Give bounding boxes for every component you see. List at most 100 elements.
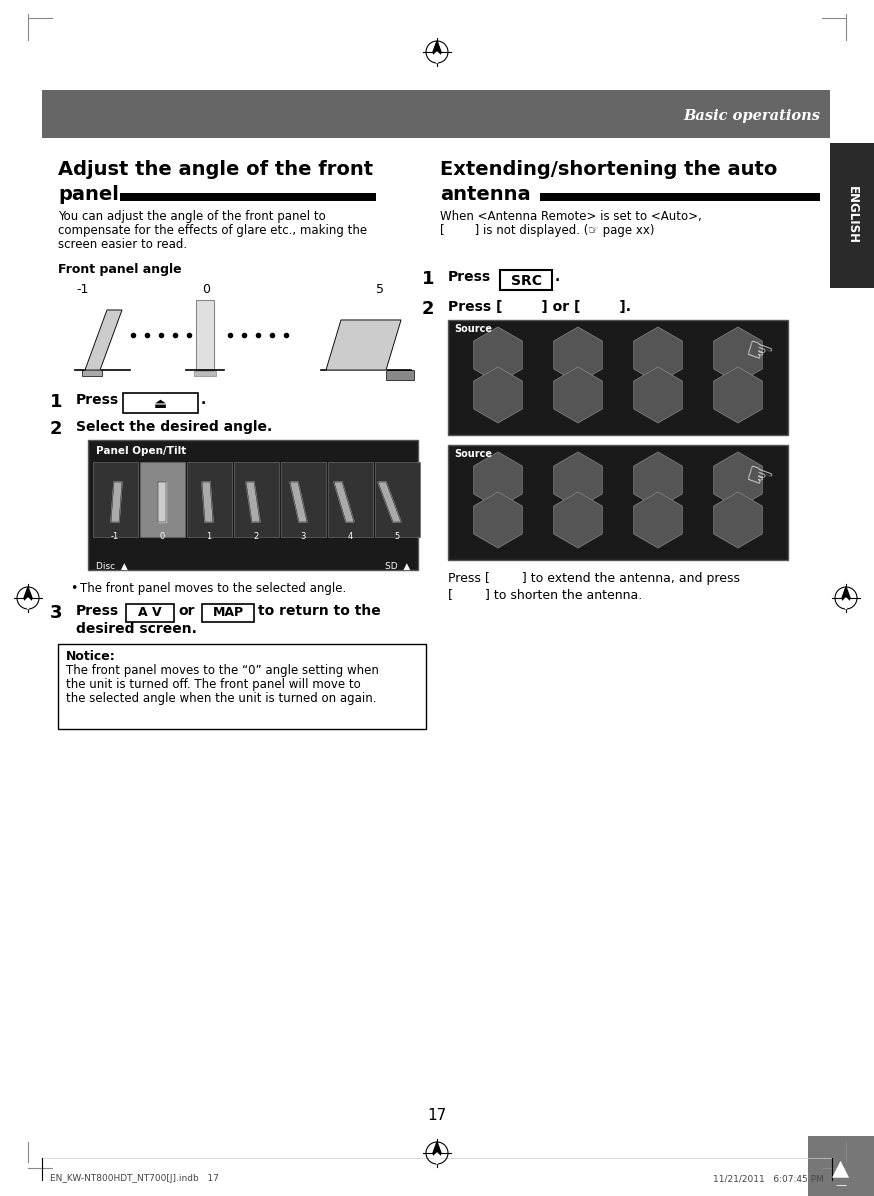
- Text: 1: 1: [50, 393, 63, 411]
- Text: [        ] is not displayed. (☞ page xx): [ ] is not displayed. (☞ page xx): [440, 224, 655, 237]
- Bar: [187, 462, 232, 537]
- Text: Press: Press: [76, 604, 119, 618]
- Text: desired screen.: desired screen.: [76, 622, 197, 636]
- Text: ☞: ☞: [740, 335, 776, 372]
- Text: When <Antenna Remote> is set to <Auto>,: When <Antenna Remote> is set to <Auto>,: [440, 210, 702, 222]
- Text: the unit is turned off. The front panel will move to: the unit is turned off. The front panel …: [66, 678, 361, 691]
- Text: Extending/shortening the auto: Extending/shortening the auto: [440, 160, 777, 179]
- Text: panel: panel: [58, 185, 119, 205]
- Bar: [328, 462, 373, 537]
- Bar: [540, 193, 820, 201]
- Text: 0: 0: [202, 283, 210, 295]
- Text: Press [        ] or [        ].: Press [ ] or [ ].: [448, 300, 631, 315]
- Text: .: .: [555, 270, 560, 283]
- Text: Front panel angle: Front panel angle: [58, 263, 182, 276]
- Text: SRC: SRC: [510, 274, 542, 288]
- Bar: [42, 90, 830, 138]
- Bar: [234, 462, 279, 537]
- Text: -1: -1: [111, 532, 119, 541]
- Text: -1: -1: [76, 283, 88, 295]
- Text: ⏏: ⏏: [154, 397, 167, 411]
- Polygon shape: [85, 310, 122, 370]
- Text: A V: A V: [138, 606, 162, 620]
- Text: 1: 1: [206, 532, 212, 541]
- Bar: [126, 604, 174, 622]
- Bar: [123, 393, 198, 413]
- Text: SD  ▲: SD ▲: [385, 562, 410, 570]
- Bar: [808, 1136, 874, 1196]
- Text: —: —: [836, 1180, 847, 1190]
- Text: 3: 3: [50, 604, 63, 622]
- Bar: [120, 193, 376, 201]
- Text: 5: 5: [376, 283, 384, 295]
- Bar: [58, 643, 426, 730]
- Polygon shape: [158, 482, 166, 521]
- Bar: [194, 371, 216, 376]
- Text: Disc  ▲: Disc ▲: [96, 562, 128, 570]
- Polygon shape: [433, 1142, 441, 1164]
- Polygon shape: [842, 587, 850, 609]
- Bar: [88, 440, 418, 570]
- Text: 2: 2: [253, 532, 259, 541]
- Text: antenna: antenna: [440, 185, 531, 205]
- Text: 11/21/2011   6:07:45 PM: 11/21/2011 6:07:45 PM: [713, 1174, 824, 1183]
- Bar: [140, 462, 185, 537]
- Polygon shape: [433, 41, 441, 63]
- Polygon shape: [334, 482, 354, 521]
- Text: Panel Open/Tilt: Panel Open/Tilt: [96, 446, 186, 456]
- Text: Select the desired angle.: Select the desired angle.: [76, 420, 272, 434]
- Text: [        ] to shorten the antenna.: [ ] to shorten the antenna.: [448, 588, 642, 602]
- Bar: [196, 300, 214, 370]
- Text: •: •: [70, 582, 78, 594]
- Bar: [93, 462, 138, 537]
- Polygon shape: [24, 587, 32, 609]
- Text: screen easier to read.: screen easier to read.: [58, 238, 187, 251]
- Text: EN_KW-NT800HDT_NT700[J].indb   17: EN_KW-NT800HDT_NT700[J].indb 17: [50, 1174, 219, 1183]
- Text: Source: Source: [454, 324, 492, 334]
- Text: or: or: [178, 604, 195, 618]
- Polygon shape: [378, 482, 401, 521]
- Polygon shape: [290, 482, 307, 521]
- Text: 4: 4: [347, 532, 352, 541]
- Text: 17: 17: [427, 1107, 447, 1123]
- Text: ☞: ☞: [740, 460, 776, 496]
- Text: Notice:: Notice:: [66, 649, 115, 663]
- Polygon shape: [433, 51, 441, 63]
- Text: 1: 1: [422, 270, 434, 288]
- Bar: [202, 604, 254, 622]
- Polygon shape: [326, 321, 401, 370]
- Text: The front panel moves to the “0” angle setting when: The front panel moves to the “0” angle s…: [66, 664, 378, 677]
- Polygon shape: [111, 482, 122, 521]
- Bar: [500, 270, 552, 289]
- Text: ▲: ▲: [832, 1158, 850, 1178]
- Text: 0: 0: [159, 532, 164, 541]
- Text: the selected angle when the unit is turned on again.: the selected angle when the unit is turn…: [66, 692, 377, 704]
- Text: Press [        ] to extend the antenna, and press: Press [ ] to extend the antenna, and pre…: [448, 572, 740, 585]
- Bar: [448, 321, 788, 435]
- Bar: [448, 445, 788, 560]
- Bar: [82, 370, 102, 376]
- Polygon shape: [433, 1153, 441, 1164]
- Text: ENGLISH: ENGLISH: [845, 187, 858, 244]
- Text: Press: Press: [76, 393, 119, 407]
- Text: compensate for the effects of glare etc., making the: compensate for the effects of glare etc.…: [58, 224, 367, 237]
- Text: Press: Press: [448, 270, 491, 283]
- Bar: [375, 462, 420, 537]
- Text: Basic operations: Basic operations: [683, 109, 820, 123]
- Text: 2: 2: [50, 420, 63, 438]
- Text: MAP: MAP: [212, 606, 244, 620]
- Polygon shape: [842, 598, 850, 609]
- Text: 2: 2: [422, 300, 434, 318]
- Bar: [830, 144, 874, 288]
- Bar: [386, 370, 414, 380]
- Polygon shape: [246, 482, 260, 521]
- Text: Source: Source: [454, 448, 492, 459]
- Text: .: .: [201, 393, 206, 407]
- Text: 5: 5: [394, 532, 399, 541]
- Text: You can adjust the angle of the front panel to: You can adjust the angle of the front pa…: [58, 210, 326, 222]
- Text: The front panel moves to the selected angle.: The front panel moves to the selected an…: [80, 582, 346, 594]
- Text: to return to the: to return to the: [258, 604, 381, 618]
- Text: Adjust the angle of the front: Adjust the angle of the front: [58, 160, 373, 179]
- Bar: [281, 462, 326, 537]
- Polygon shape: [24, 598, 32, 609]
